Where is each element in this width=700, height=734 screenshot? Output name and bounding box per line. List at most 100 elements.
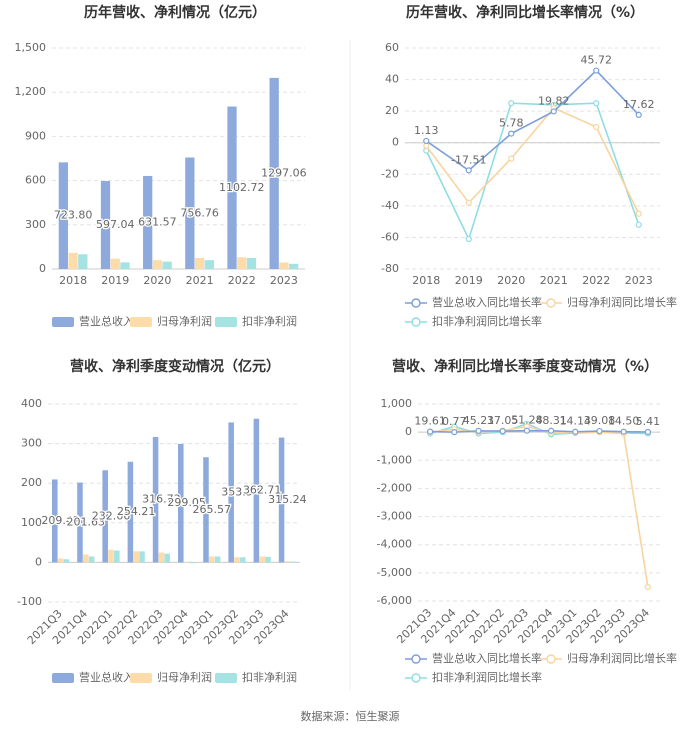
y-tick-label: -6,000 bbox=[377, 594, 412, 607]
legend-label: 归母净利润同比增长率 bbox=[567, 651, 677, 665]
x-tick-label: 2019 bbox=[101, 274, 129, 287]
value-label: 37.05 bbox=[487, 414, 519, 427]
value-label: 45.72 bbox=[581, 54, 613, 67]
value-label: 597.04 bbox=[96, 218, 135, 231]
value-label: 45.21 bbox=[463, 414, 495, 427]
bar bbox=[214, 556, 221, 563]
point bbox=[499, 428, 506, 435]
legend-marker bbox=[215, 673, 237, 683]
bar bbox=[185, 157, 195, 269]
bar bbox=[88, 556, 95, 563]
value-label: 201.63 bbox=[67, 515, 106, 528]
legend-marker bbox=[130, 673, 152, 683]
bar bbox=[194, 257, 205, 269]
bar bbox=[110, 258, 120, 269]
bar bbox=[253, 418, 260, 563]
x-tick-label: 2021 bbox=[540, 274, 568, 287]
legend-label: 营业总收入 bbox=[79, 670, 134, 684]
bar bbox=[227, 106, 237, 269]
value-label: 299.05 bbox=[167, 496, 206, 509]
legend-label: 归母净利润 bbox=[157, 670, 212, 684]
point bbox=[635, 221, 642, 228]
point bbox=[508, 155, 515, 162]
line bbox=[425, 107, 640, 215]
y-tick-label: 20 bbox=[385, 104, 399, 117]
point bbox=[465, 199, 472, 206]
y-tick-label: 1,200 bbox=[15, 85, 47, 98]
y-tick-label: 1,000 bbox=[381, 397, 413, 410]
bar bbox=[259, 556, 265, 563]
x-tick-label: 2018 bbox=[412, 274, 440, 287]
value-label: 723.80 bbox=[54, 209, 93, 222]
bar bbox=[189, 562, 196, 564]
point bbox=[635, 210, 642, 217]
bar bbox=[289, 263, 299, 269]
value-label: 362.71 bbox=[243, 484, 282, 497]
x-tick-label: 2022 bbox=[228, 274, 256, 287]
y-tick-label: -2,000 bbox=[377, 481, 412, 494]
point bbox=[644, 583, 652, 591]
bar bbox=[77, 482, 83, 563]
bar bbox=[164, 553, 170, 563]
legend-label: 扣非净利润 bbox=[242, 670, 297, 684]
legend-label: 归母净利润 bbox=[157, 314, 212, 328]
y-tick-label: -40 bbox=[381, 199, 399, 212]
bar bbox=[114, 550, 120, 563]
point bbox=[593, 100, 600, 107]
value-label: 0.77 bbox=[442, 415, 467, 428]
legend-label: 扣非净利润 bbox=[242, 314, 297, 328]
y-tick-label: 600 bbox=[25, 174, 46, 187]
bar bbox=[178, 443, 184, 563]
value-label: 19.82 bbox=[538, 94, 570, 107]
legend-label: 营业总收入 bbox=[79, 314, 134, 328]
point bbox=[475, 427, 482, 434]
y-tick-label: 0 bbox=[35, 555, 42, 568]
legend-label: 扣非净利润同比增长率 bbox=[432, 314, 542, 328]
y-tick-label: 40 bbox=[385, 73, 399, 86]
legend-marker bbox=[52, 317, 74, 327]
value-label: -17.51 bbox=[451, 153, 486, 166]
bar bbox=[203, 457, 209, 563]
y-tick-label: -1,000 bbox=[377, 453, 412, 466]
x-tick-label: 2020 bbox=[497, 274, 525, 287]
legend-marker bbox=[411, 673, 421, 683]
line bbox=[425, 102, 640, 242]
point bbox=[550, 108, 557, 115]
y-tick-label: 0 bbox=[392, 136, 399, 149]
point bbox=[423, 137, 430, 145]
bar bbox=[162, 261, 172, 269]
point bbox=[593, 67, 600, 74]
value-label: 316.73 bbox=[142, 493, 181, 506]
x-tick-label: 2021 bbox=[186, 274, 214, 287]
point bbox=[635, 111, 642, 118]
bar bbox=[68, 252, 78, 269]
bar bbox=[152, 436, 159, 563]
point bbox=[423, 142, 430, 149]
x-tick-label: 2022 bbox=[582, 274, 610, 287]
value-label: 14.50 bbox=[608, 415, 640, 428]
y-tick-label: -4,000 bbox=[377, 538, 412, 551]
bar bbox=[100, 181, 111, 269]
legend-label: 扣非净利润同比增长率 bbox=[432, 670, 542, 684]
chart-title: 营收、净利同比增长率季度变动情况（%） bbox=[392, 358, 658, 375]
bar bbox=[143, 175, 153, 269]
value-label: 1.13 bbox=[414, 124, 439, 137]
bar bbox=[284, 561, 291, 563]
legend-marker bbox=[52, 673, 74, 683]
value-label: 51.28 bbox=[511, 414, 543, 427]
y-tick-label: -80 bbox=[381, 262, 399, 275]
bar bbox=[278, 437, 285, 563]
line bbox=[425, 69, 640, 172]
value-label: 1297.06 bbox=[261, 166, 307, 179]
bar bbox=[158, 552, 165, 563]
chart-title: 营收、净利季度变动情况（亿元） bbox=[70, 358, 280, 375]
bar bbox=[204, 260, 214, 269]
value-label: 232.66 bbox=[92, 509, 131, 522]
value-label: 631.57 bbox=[138, 215, 177, 228]
bar bbox=[52, 479, 58, 563]
point bbox=[427, 428, 434, 435]
point bbox=[465, 167, 472, 174]
x-tick-label: 2018 bbox=[59, 274, 87, 287]
chart-title: 历年营收、净利同比增长率情况（%） bbox=[406, 4, 644, 21]
bar bbox=[234, 557, 240, 563]
